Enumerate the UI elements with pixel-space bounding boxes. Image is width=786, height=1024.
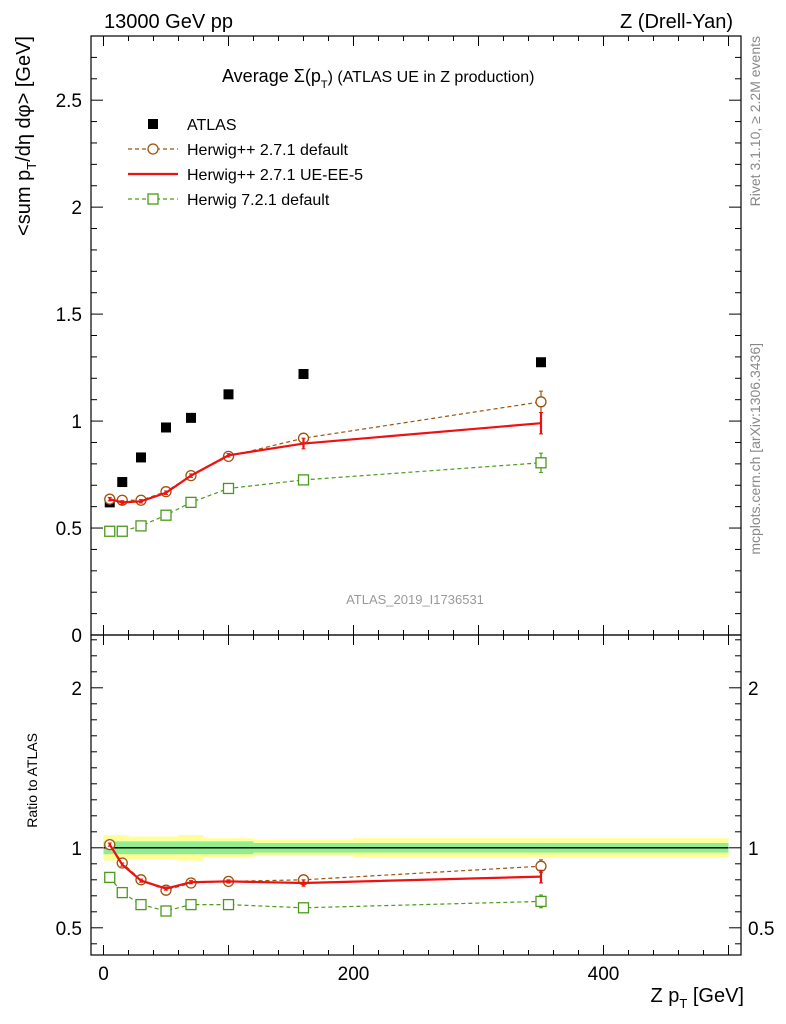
ratio-y-tick-label-right: 1 [748, 839, 759, 860]
main-atlas-point [186, 412, 196, 423]
legend-label: Herwig 7.2.1 default [187, 192, 330, 209]
main-atlas-point [223, 389, 234, 400]
legend-label: Herwig++ 2.7.1 default [187, 142, 349, 159]
ratio-square-marker [185, 898, 197, 911]
legend-atlas-marker [148, 119, 158, 129]
mcplots-label: mcplots.cern.ch [arXiv:1306.3436] [747, 343, 763, 555]
ratio-y-tick-label: 2 [71, 679, 82, 700]
ratio-y-tick-label-right: 0.5 [748, 919, 774, 940]
legend-label: Herwig++ 2.7.1 UE-EE-5 [187, 167, 363, 184]
main-circle-marker [535, 396, 547, 408]
main-square-marker [297, 474, 310, 486]
legend-label: ATLAS [187, 117, 237, 134]
ratio-series-line [109, 844, 542, 891]
ratio-frame [90, 634, 742, 956]
main-y-tick-label: 0.5 [56, 519, 82, 540]
ratio-y-tick-label: 1 [71, 839, 82, 860]
legend-circle-marker [147, 143, 159, 155]
x-tick-label: 0 [98, 964, 109, 985]
ratio-square-marker [116, 886, 128, 899]
main-square-marker [160, 509, 172, 521]
main-square-marker [135, 520, 147, 532]
legend-square-marker [147, 193, 159, 205]
analysis-watermark: ATLAS_2019_I1736531 [346, 592, 484, 607]
main-square-marker [185, 496, 197, 509]
main-square-marker [222, 482, 235, 495]
main-y-tick-label: 2 [71, 198, 82, 219]
ratio-square-marker [160, 905, 172, 917]
main-y-tick-label: 0 [71, 626, 82, 647]
main-y-tick-label: 2.5 [56, 91, 82, 112]
main-atlas-point [536, 357, 546, 368]
ratio-square-marker [535, 895, 547, 908]
main-atlas-point [161, 422, 171, 433]
main-y-tick-label: 1.5 [56, 305, 82, 326]
ratio-series-line [108, 844, 542, 890]
ratio-square-marker [297, 902, 310, 914]
y-axis-label: <sum pT/dη dφ> [GeV] [13, 36, 39, 236]
main-square-marker [104, 525, 116, 537]
main-square-marker [535, 457, 547, 469]
main-atlas-point [117, 477, 128, 488]
main-series-line [109, 422, 542, 504]
main-atlas-point [298, 369, 309, 380]
header-right: Z (Drell-Yan) [620, 11, 733, 33]
header-left: 13000 GeV pp [104, 11, 233, 33]
x-tick-label: 400 [588, 964, 620, 985]
main-y-tick-label: 1 [71, 412, 82, 433]
main-square-marker [116, 525, 128, 537]
ratio-y-label: Ratio to ATLAS [24, 733, 40, 828]
ratio-square-marker [104, 871, 116, 884]
main-atlas-point [136, 452, 146, 463]
rivet-label: Rivet 3.1.10, ≥ 2.2M events [747, 36, 763, 206]
ratio-square-marker [222, 898, 235, 911]
x-axis-label: Z pT [GeV] [650, 985, 744, 1011]
ratio-y-tick-label-right: 2 [748, 679, 759, 700]
x-tick-label: 200 [338, 964, 370, 985]
main-series-line [109, 462, 542, 532]
main-title: Average Σ(pT) (ATLAS UE in Z production) [222, 66, 534, 91]
ratio-square-marker [135, 898, 147, 911]
ratio-y-tick-label: 0.5 [56, 919, 82, 940]
main-series-line [109, 401, 542, 501]
